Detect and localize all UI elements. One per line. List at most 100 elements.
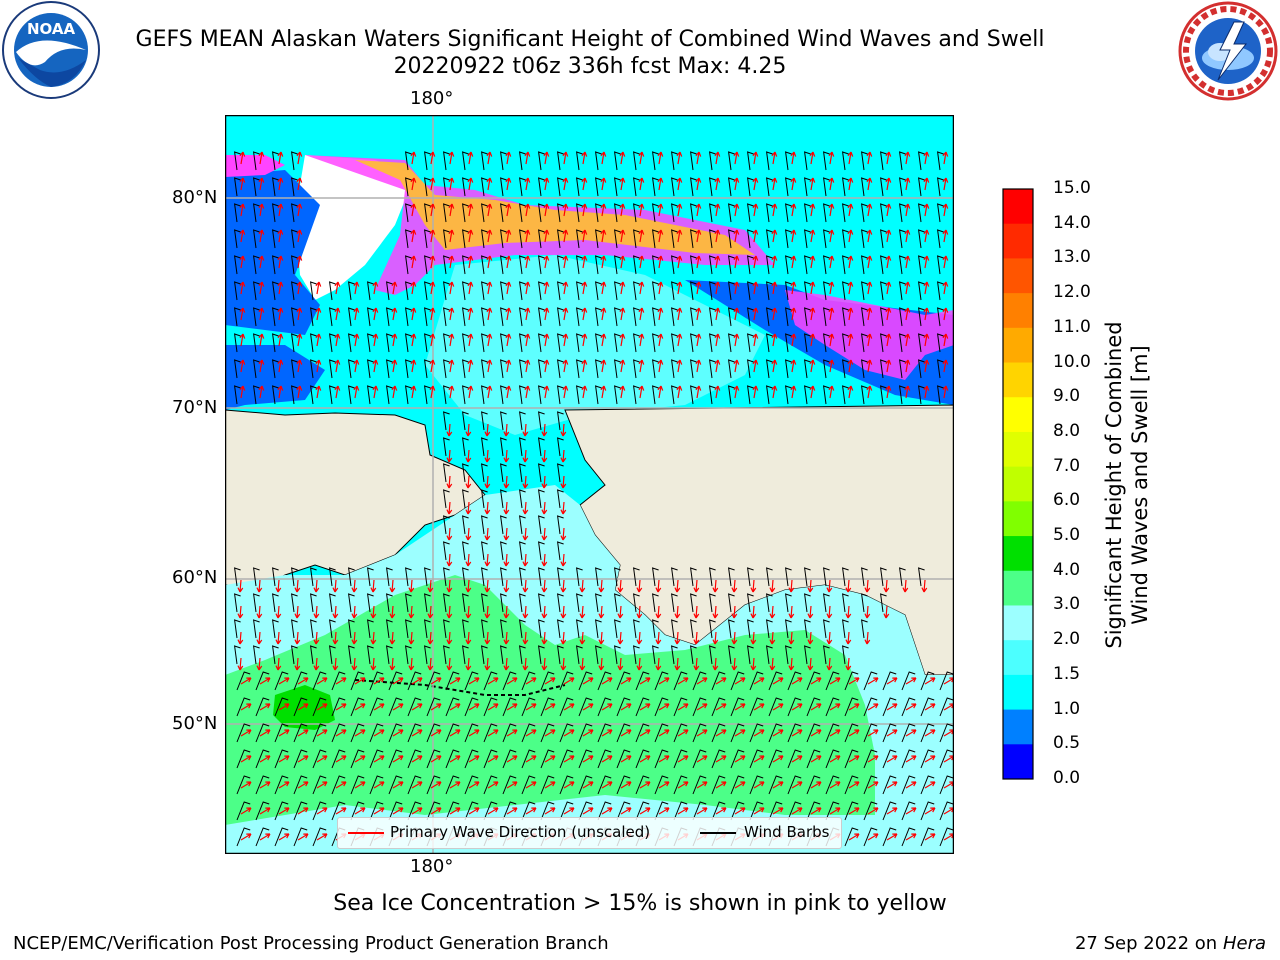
wave-direction-arrow (237, 579, 244, 593)
wave-direction-arrow (316, 807, 328, 815)
wave-direction-arrow (924, 677, 936, 685)
wave-direction-arrow (772, 781, 784, 789)
wave-direction-arrow (429, 333, 436, 347)
map-grid (225, 115, 954, 854)
wind-barb (540, 801, 555, 821)
wave-direction-arrow (847, 307, 854, 321)
wind-barb (768, 697, 783, 717)
wind-barb (442, 359, 450, 379)
wind-barb (518, 229, 526, 249)
wave-direction-arrow (427, 579, 434, 593)
wave-direction-arrow (373, 807, 385, 815)
wind-barb (461, 255, 469, 275)
wind-barb (689, 333, 697, 353)
wave-direction-arrow (788, 579, 795, 593)
wave-direction-arrow (619, 177, 626, 191)
wind-barb (518, 203, 526, 223)
wind-barb (252, 307, 260, 327)
wind-barb (499, 151, 507, 171)
wave-direction-arrow (847, 203, 854, 217)
wind-barb (765, 177, 773, 197)
wave-direction-arrow (752, 229, 759, 243)
wave-direction-arrow (524, 333, 531, 347)
wave-direction-arrow (790, 203, 797, 217)
wave-direction-arrow (905, 703, 917, 711)
wave-direction-arrow (486, 281, 493, 295)
wave-direction-arrow (845, 631, 852, 645)
wave-direction-arrow (771, 307, 778, 321)
wave-direction-arrow (258, 177, 265, 191)
wind-barb (537, 281, 545, 301)
wind-barb (369, 775, 384, 795)
wave-direction-arrow (522, 527, 529, 541)
wind-barb (255, 697, 270, 717)
wind-barb (499, 645, 507, 665)
wind-barb (939, 697, 954, 717)
footer-machine: Hera (1222, 933, 1266, 954)
wave-direction-arrow (788, 605, 795, 619)
wave-direction-arrow (524, 203, 531, 217)
wind-barb (461, 229, 469, 249)
footer-date-text: 27 Sep 2022 on (1074, 933, 1218, 954)
wave-direction-arrow (923, 255, 930, 269)
wind-barb (920, 697, 935, 717)
wave-direction-arrow (315, 359, 322, 373)
wind-barb (822, 177, 830, 197)
wind-barb (803, 385, 811, 405)
wave-direction-arrow (638, 203, 645, 217)
wave-direction-arrow (278, 703, 290, 711)
wave-direction-arrow (923, 203, 930, 217)
colorbar-segment (1003, 223, 1033, 259)
wave-direction-arrow (696, 677, 708, 685)
wind-barb (556, 411, 564, 431)
wind-barb (749, 723, 764, 743)
wave-direction-arrow (430, 807, 442, 815)
wind-barb (290, 619, 298, 639)
wave-direction-arrow (522, 501, 529, 515)
wave-direction-arrow (620, 807, 632, 815)
wave-direction-arrow (411, 703, 423, 711)
wave-direction-arrow (809, 229, 816, 243)
wind-barb (575, 567, 583, 587)
wave-direction-arrow (275, 631, 282, 645)
wind-barb (556, 515, 564, 535)
wind-barb (651, 619, 659, 639)
wind-barb (252, 567, 260, 587)
wind-barb (404, 229, 412, 249)
wave-direction-arrow (810, 807, 822, 815)
wind-barb (252, 281, 260, 301)
wind-barb (350, 671, 365, 691)
wind-barb (499, 489, 507, 509)
wind-barb (328, 307, 336, 327)
wind-barb (936, 203, 944, 223)
wind-barb (860, 177, 868, 197)
wave-direction-arrow (712, 605, 719, 619)
wave-direction-arrow (467, 385, 474, 399)
wind-barb (689, 593, 697, 613)
wind-barb (613, 645, 621, 665)
wave-direction-arrow (582, 755, 594, 763)
colorbar-tick-label: 4.0 (1053, 559, 1081, 580)
wave-direction-arrow (296, 359, 303, 373)
wind-barb (331, 775, 346, 795)
wave-direction-arrow (448, 203, 455, 217)
wind-barb (898, 359, 906, 379)
wave-direction-arrow (297, 781, 309, 789)
wave-direction-arrow (677, 755, 689, 763)
wave-direction-arrow (885, 229, 892, 243)
wave-direction-arrow (696, 703, 708, 711)
wind-barb (540, 723, 555, 743)
wave-direction-arrow (655, 605, 662, 619)
wind-barb (936, 229, 944, 249)
wave-direction-arrow (790, 307, 797, 321)
wind-barb (274, 749, 289, 769)
wave-direction-arrow (563, 677, 575, 685)
wind-barb (765, 203, 773, 223)
wind-barb (404, 593, 412, 613)
wave-direction-arrow (239, 281, 246, 295)
wind-barb (575, 281, 583, 301)
wave-direction-arrow (883, 579, 890, 593)
wind-barb (692, 801, 707, 821)
wind-barb (708, 229, 716, 249)
wave-direction-arrow (354, 703, 366, 711)
